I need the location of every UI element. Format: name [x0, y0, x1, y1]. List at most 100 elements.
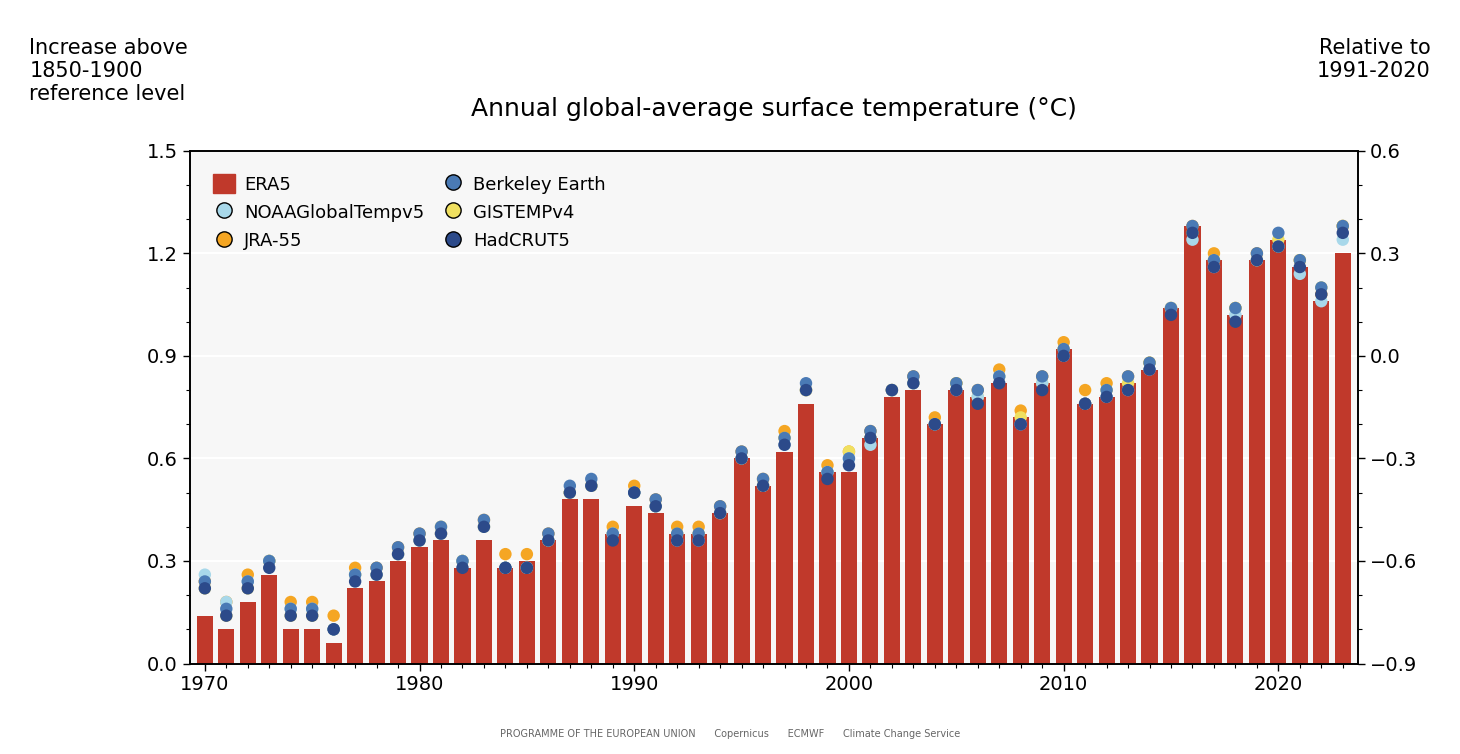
- Point: [1288, 254, 1311, 266]
- Point: [365, 569, 388, 581]
- Point: [816, 466, 840, 478]
- Point: [1117, 384, 1140, 396]
- Point: [602, 528, 625, 540]
- Bar: [691, 534, 707, 664]
- Point: [279, 602, 302, 615]
- Point: [1310, 288, 1333, 300]
- Point: [880, 384, 904, 396]
- Point: [923, 418, 946, 431]
- Point: [1332, 220, 1355, 232]
- Point: [837, 452, 860, 464]
- Point: [666, 521, 689, 533]
- Point: [558, 486, 581, 498]
- Bar: [1184, 226, 1200, 664]
- Bar: [583, 499, 600, 664]
- Point: [644, 493, 667, 505]
- Point: [1223, 302, 1247, 314]
- Bar: [799, 403, 815, 664]
- Bar: [777, 452, 793, 664]
- Bar: [841, 472, 857, 664]
- Point: [515, 562, 539, 574]
- Point: [429, 521, 453, 533]
- Point: [880, 384, 904, 396]
- Bar: [1292, 267, 1308, 664]
- Point: [515, 562, 539, 574]
- Point: [1073, 397, 1096, 409]
- Point: [1159, 302, 1183, 314]
- Point: [279, 610, 302, 622]
- Point: [1332, 220, 1355, 232]
- Point: [688, 521, 711, 533]
- Point: [365, 569, 388, 581]
- Point: [945, 384, 968, 396]
- Point: [902, 377, 926, 389]
- Point: [387, 541, 410, 553]
- Point: [1031, 370, 1054, 382]
- Point: [515, 548, 539, 560]
- Bar: [518, 561, 534, 664]
- Point: [257, 555, 280, 567]
- Point: [1159, 302, 1183, 314]
- Point: [730, 452, 753, 464]
- Point: [343, 575, 366, 587]
- Point: [323, 624, 346, 636]
- Bar: [819, 472, 835, 664]
- Point: [1053, 350, 1076, 362]
- Point: [279, 602, 302, 615]
- Point: [880, 384, 904, 396]
- Point: [730, 452, 753, 464]
- Point: [1073, 397, 1096, 409]
- Legend: ERA5, NOAAGlobalTempv5, JRA-55, Berkeley Earth, GISTEMPv4, HadCRUT5: ERA5, NOAAGlobalTempv5, JRA-55, Berkeley…: [199, 160, 620, 265]
- Point: [1053, 350, 1076, 362]
- Point: [967, 391, 990, 403]
- Point: [708, 507, 731, 520]
- Point: [967, 391, 990, 403]
- Point: [1159, 309, 1183, 321]
- Point: [902, 370, 926, 382]
- Point: [537, 528, 561, 540]
- Point: [987, 370, 1010, 382]
- Point: [730, 452, 753, 464]
- Bar: [434, 541, 450, 664]
- Point: [1267, 241, 1291, 253]
- Point: [816, 466, 840, 478]
- Point: [708, 500, 731, 512]
- Point: [752, 480, 775, 492]
- Point: [429, 528, 453, 540]
- Bar: [347, 588, 364, 664]
- Point: [257, 555, 280, 567]
- Point: [1117, 377, 1140, 389]
- Point: [772, 439, 796, 451]
- Point: [923, 418, 946, 431]
- Bar: [454, 568, 470, 664]
- Point: [1031, 377, 1054, 389]
- Point: [493, 562, 517, 574]
- Point: [343, 569, 366, 581]
- Point: [1137, 357, 1161, 369]
- Point: [193, 582, 216, 594]
- Point: [407, 528, 431, 540]
- Point: [407, 535, 431, 547]
- Point: [1117, 384, 1140, 396]
- Point: [858, 425, 882, 437]
- Bar: [1034, 383, 1050, 664]
- Point: [193, 575, 216, 587]
- Point: [967, 384, 990, 396]
- Point: [794, 384, 818, 396]
- Point: [558, 480, 581, 492]
- Point: [1223, 302, 1247, 314]
- Point: [365, 569, 388, 581]
- Bar: [883, 397, 899, 664]
- Point: [343, 562, 366, 574]
- Point: [1310, 281, 1333, 293]
- Point: [407, 535, 431, 547]
- Point: [708, 507, 731, 520]
- Point: [1073, 397, 1096, 409]
- Point: [515, 562, 539, 574]
- Point: [1202, 261, 1225, 273]
- Bar: [1164, 308, 1180, 664]
- Point: [816, 459, 840, 471]
- Point: [1053, 343, 1076, 355]
- Point: [580, 480, 603, 492]
- Point: [237, 575, 260, 587]
